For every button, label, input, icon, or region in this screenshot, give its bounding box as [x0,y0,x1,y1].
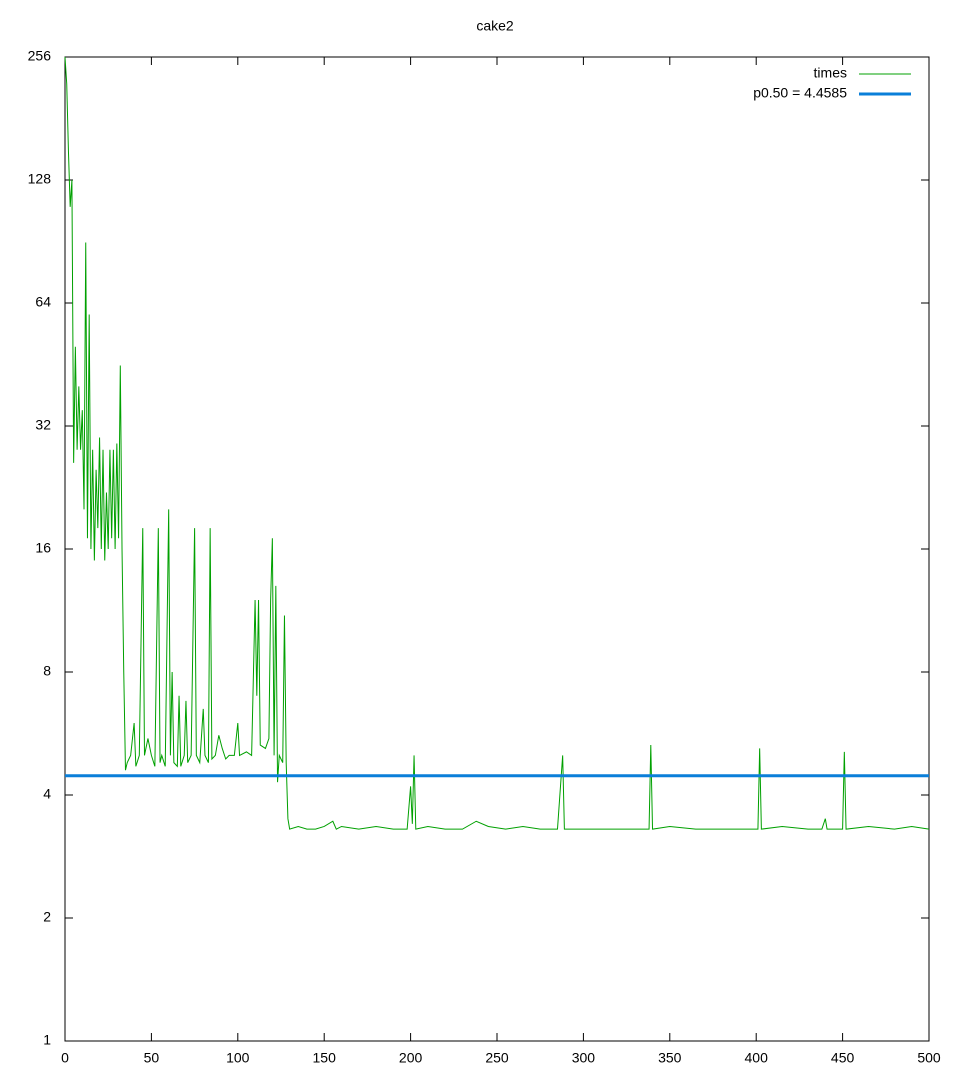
x-tick-label: 500 [917,1050,941,1066]
legend-label: p0.50 = 4.4585 [753,85,847,101]
y-tick-label: 128 [28,171,52,187]
x-tick-label: 0 [61,1050,69,1066]
x-tick-label: 300 [572,1050,596,1066]
y-tick-label: 16 [35,540,51,556]
y-tick-label: 2 [43,909,51,925]
x-tick-label: 100 [226,1050,250,1066]
chart-title: cake2 [476,18,514,34]
x-tick-label: 150 [313,1050,337,1066]
y-tick-label: 64 [35,294,51,310]
x-tick-label: 350 [658,1050,682,1066]
y-tick-label: 1 [43,1032,51,1048]
data-line [64,56,930,830]
legend-label: times [814,65,847,81]
x-tick-label: 450 [831,1050,855,1066]
x-tick-label: 400 [745,1050,769,1066]
y-tick-label: 8 [43,663,51,679]
x-tick-label: 250 [485,1050,509,1066]
y-tick-label: 32 [35,417,51,433]
x-tick-label: 200 [399,1050,423,1066]
y-tick-label: 256 [28,48,52,64]
x-tick-label: 50 [144,1050,160,1066]
y-tick-label: 4 [43,786,51,802]
